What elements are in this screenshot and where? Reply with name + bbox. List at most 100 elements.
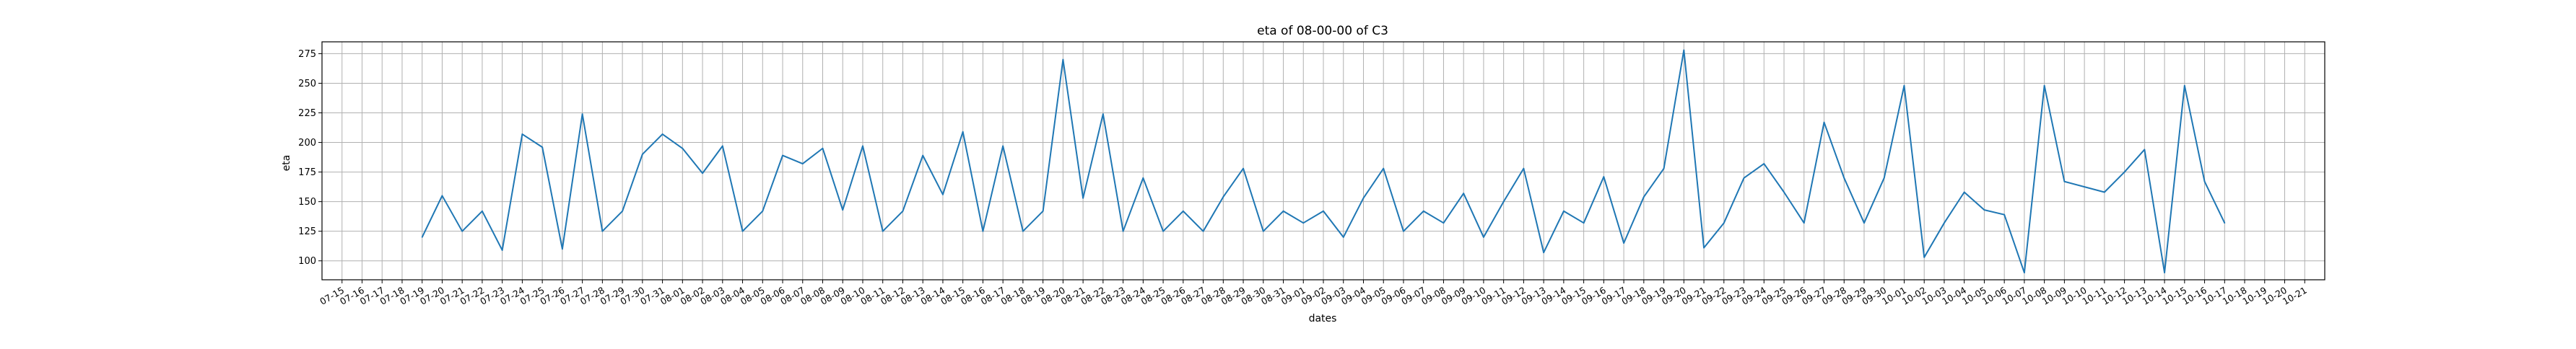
y-axis: 100 125 150 175 200 225 250 275 xyxy=(298,49,322,267)
data-point xyxy=(1202,230,1204,232)
data-point xyxy=(902,210,904,212)
data-point xyxy=(882,230,884,232)
data-point xyxy=(482,210,483,212)
y-tick-label: 175 xyxy=(298,167,316,178)
y-tick-label: 100 xyxy=(298,256,316,267)
data-point xyxy=(1262,230,1264,232)
data-point xyxy=(2203,180,2206,182)
data-point xyxy=(2123,171,2125,173)
data-point xyxy=(1042,210,1044,212)
data-point xyxy=(1703,247,1705,249)
data-point xyxy=(2063,180,2066,182)
data-point xyxy=(2144,149,2146,151)
data-point xyxy=(2043,84,2045,87)
data-point xyxy=(1743,177,1745,179)
data-point xyxy=(1783,191,1785,193)
data-point xyxy=(541,146,544,149)
data-point xyxy=(1323,210,1324,212)
data-point xyxy=(762,210,764,212)
data-point xyxy=(1502,200,1505,203)
y-tick-label: 250 xyxy=(298,79,316,89)
data-point xyxy=(1483,236,1484,238)
data-point xyxy=(1523,167,1525,169)
data-point xyxy=(1683,49,1685,51)
data-point xyxy=(741,230,744,232)
data-point xyxy=(421,236,423,238)
data-point xyxy=(782,154,783,156)
data-point xyxy=(1663,167,1665,169)
data-point xyxy=(2003,213,2006,216)
y-tick-label: 125 xyxy=(298,226,316,237)
data-point xyxy=(1903,84,1905,87)
data-point xyxy=(721,145,723,147)
data-point xyxy=(1182,210,1184,212)
data-point xyxy=(601,230,604,232)
x-axis-label: dates xyxy=(1309,313,1337,324)
data-point xyxy=(641,154,643,155)
data-point xyxy=(1723,222,1725,224)
data-point xyxy=(1282,210,1284,212)
data-point xyxy=(1102,113,1104,115)
data-point xyxy=(1583,222,1585,224)
data-point xyxy=(1543,252,1545,254)
data-point xyxy=(1863,222,1865,224)
data-point xyxy=(1002,145,1004,147)
data-point xyxy=(1383,167,1385,169)
data-point xyxy=(2224,222,2226,224)
data-point xyxy=(1763,163,1765,165)
data-point xyxy=(1803,222,1805,224)
data-point xyxy=(942,193,944,195)
data-point xyxy=(1162,230,1164,232)
data-point xyxy=(561,248,563,250)
series-line xyxy=(421,49,2226,274)
data-point xyxy=(1923,256,1926,258)
data-point xyxy=(441,195,443,197)
data-point xyxy=(1422,210,1424,212)
data-point xyxy=(822,147,824,149)
data-point xyxy=(842,209,844,211)
data-point xyxy=(1562,210,1565,212)
data-point xyxy=(2164,272,2165,274)
data-point xyxy=(622,210,623,212)
data-point xyxy=(1983,209,1985,211)
data-point xyxy=(1362,197,1365,199)
data-point xyxy=(682,147,684,149)
data-point xyxy=(661,133,663,135)
data-point xyxy=(501,249,503,251)
data-point xyxy=(2103,191,2105,193)
data-point xyxy=(521,133,523,135)
data-point xyxy=(801,163,804,165)
y-tick-label: 275 xyxy=(298,49,316,60)
data-point xyxy=(2183,84,2185,87)
data-point xyxy=(1603,176,1605,178)
series-layer xyxy=(421,49,2226,274)
data-point xyxy=(1062,58,1064,61)
data-point xyxy=(1082,197,1084,199)
data-point xyxy=(1463,193,1465,195)
y-tick-label: 225 xyxy=(298,108,316,119)
y-tick-label: 150 xyxy=(298,197,316,208)
data-point xyxy=(1623,242,1625,244)
y-axis-label: eta xyxy=(281,155,292,172)
data-point xyxy=(1302,222,1305,224)
data-point xyxy=(1243,167,1244,169)
data-point xyxy=(2024,272,2025,274)
data-point xyxy=(1944,222,1945,224)
data-point xyxy=(1122,230,1124,232)
data-point xyxy=(1142,177,1144,179)
y-tick-label: 200 xyxy=(298,138,316,149)
data-point xyxy=(1222,196,1224,198)
chart-title: eta of 08-00-00 of C3 xyxy=(1257,24,1388,38)
data-point xyxy=(702,172,703,174)
data-point xyxy=(1022,230,1024,232)
data-point xyxy=(581,113,583,115)
data-point xyxy=(922,154,924,156)
data-point xyxy=(862,145,863,147)
grid xyxy=(322,42,2325,280)
data-point xyxy=(1443,222,1445,224)
data-point xyxy=(1403,230,1404,232)
data-point xyxy=(1843,177,1845,179)
